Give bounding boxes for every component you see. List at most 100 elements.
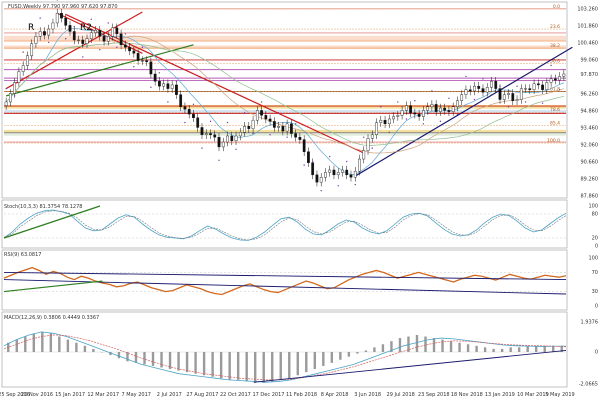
price-band	[4, 35, 566, 42]
candle	[234, 135, 238, 142]
candle	[226, 135, 229, 143]
candle	[387, 118, 391, 125]
price-tick-label: 97.870	[581, 72, 599, 78]
sar-dot	[192, 103, 195, 106]
candle	[51, 22, 55, 30]
moving-average-line	[5, 42, 564, 146]
stochastic-panel: Stoch(10,3,3) 81.3754 78.1278 100 80 20 0	[1, 199, 598, 250]
candle	[460, 94, 464, 101]
macd-tick-label: 0	[595, 350, 598, 356]
sar-dot	[380, 106, 382, 108]
date-tick-label: 7 May 2017	[122, 392, 151, 398]
macd-histogram-bar	[58, 336, 61, 353]
sar-dot	[490, 93, 493, 96]
candle	[515, 99, 519, 101]
sar-dot	[48, 41, 50, 44]
macd-histogram-bar	[305, 352, 308, 373]
candle	[60, 13, 63, 19]
date-tick-label: 17 Dec 2017	[252, 392, 284, 398]
price-tick-label: 89.260	[581, 176, 599, 182]
candle	[307, 151, 310, 163]
trendline	[5, 44, 194, 97]
candle	[413, 112, 417, 115]
candle	[439, 107, 442, 112]
stochastic-label: Stoch(10,3,3) 81.3754 78.1278	[4, 204, 82, 210]
candle	[456, 100, 459, 108]
candle	[213, 134, 217, 138]
candle	[477, 85, 481, 89]
date-tick-label: 22 Oct 2017	[220, 392, 251, 398]
macd-histogram-bar	[517, 347, 521, 353]
price-bands	[4, 35, 566, 136]
candle	[89, 32, 93, 39]
candle	[217, 136, 221, 148]
macd-histogram-bar	[373, 347, 376, 353]
macd-series	[3, 331, 567, 383]
candle	[562, 73, 566, 77]
rsi-label: RSI(9) 63.0817	[4, 252, 41, 258]
macd-histogram-bar	[228, 352, 231, 380]
macd-histogram-bar	[313, 352, 317, 370]
fibonacci-label: 23.6	[550, 24, 560, 30]
candle	[255, 110, 259, 121]
sar-dot	[269, 134, 271, 136]
sar-dot	[465, 75, 467, 78]
rsi-tick-label: 100	[588, 256, 598, 262]
macd-histogram-bar	[364, 350, 368, 353]
candle	[21, 65, 25, 72]
candle	[272, 121, 276, 128]
macd-histogram-bar	[92, 348, 95, 353]
sar-dot	[116, 46, 118, 48]
candle	[430, 104, 434, 108]
candle	[187, 109, 191, 115]
candle	[396, 115, 400, 117]
candle	[558, 76, 561, 81]
macd-histogram-bar	[560, 345, 563, 353]
sar-dot	[516, 85, 518, 87]
macd-histogram-bar	[449, 341, 453, 353]
sar-dot	[90, 18, 92, 21]
candle	[196, 117, 200, 128]
candle	[26, 55, 29, 66]
fibonacci-label: 85.4	[550, 121, 560, 127]
macd-histogram-bar	[49, 333, 53, 353]
price-band	[4, 133, 566, 136]
candle	[260, 110, 263, 116]
candle	[230, 135, 234, 142]
date-tick-label: 5 May 2019	[545, 392, 574, 398]
candle	[358, 158, 361, 172]
macd-histogram-bar	[339, 352, 342, 360]
candle	[290, 123, 293, 134]
rsi-tick-label: 70	[592, 270, 598, 276]
candle	[247, 126, 251, 129]
candle	[532, 83, 536, 90]
sar-dot	[558, 89, 561, 91]
peak-label-r: R	[28, 23, 34, 33]
macd-histogram-bar	[211, 352, 214, 377]
sar-dot	[431, 90, 433, 92]
date-tick-label: 10 Mar 2019	[517, 392, 549, 398]
candle	[30, 43, 34, 56]
stochastic-signal-line	[3, 210, 567, 241]
stochastic-axis: 100 80 20 0	[588, 204, 598, 250]
candle	[102, 36, 106, 42]
sar-dot	[329, 155, 331, 158]
candle	[281, 126, 285, 132]
candle	[128, 47, 131, 52]
sar-dot	[141, 46, 144, 48]
sar-dot	[56, 0, 58, 1]
macd-histogram-bar	[526, 345, 529, 353]
candle	[153, 73, 157, 82]
candle	[175, 84, 178, 95]
date-tick-label: 25 Sep 2016	[0, 392, 30, 398]
sar-dot	[354, 183, 356, 186]
macd-histogram-bar	[466, 344, 470, 353]
candle	[345, 169, 349, 176]
sar-dot	[448, 97, 450, 99]
date-tick-label: 20 Nov 2016	[21, 392, 53, 398]
sar-dot	[422, 123, 425, 125]
fibonacci-label: 61.8	[550, 86, 560, 92]
candle	[81, 39, 85, 44]
